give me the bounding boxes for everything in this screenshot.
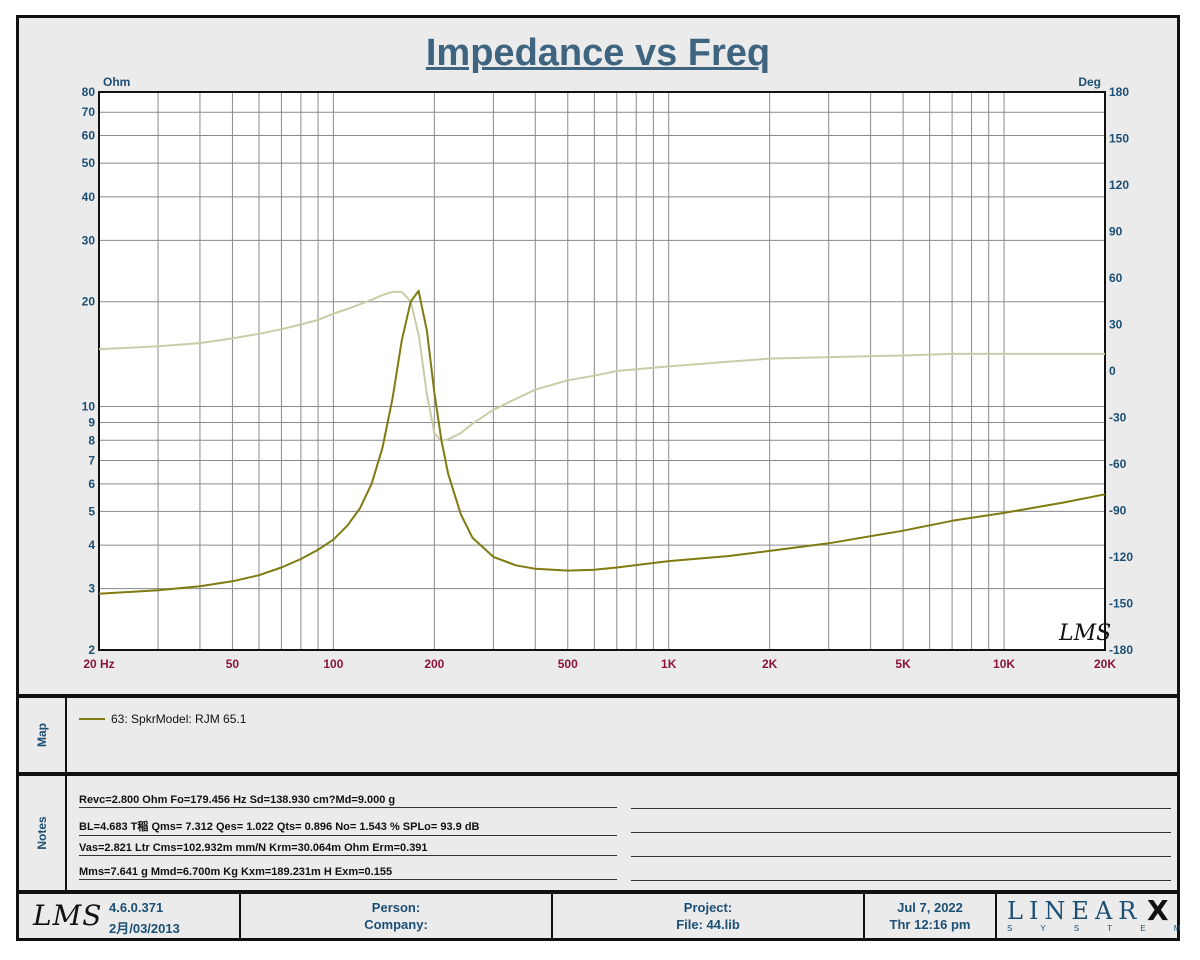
y-right-unit-label: Deg (1078, 75, 1101, 89)
y-right-tick-label: 90 (1109, 225, 1123, 239)
app-logo: LMS (33, 899, 103, 932)
y-left-tick-label: 80 (82, 85, 96, 99)
y-left-unit-label: Ohm (103, 75, 130, 89)
y-left-tick-label: 2 (88, 643, 95, 657)
app-frame: Impedance vs Freq 20 Hz 50 100 200 500 1K 2K 5K… (16, 15, 1200, 941)
impedance-series-line (98, 289, 1106, 595)
plot-area (99, 92, 1105, 650)
footer-project-cell: Project: File: 44.lib (553, 894, 865, 938)
brand-name: LINEAR (1007, 897, 1143, 925)
phase-series-line (98, 290, 1105, 442)
x-tick-label: 2K (762, 657, 778, 671)
footer-person-cell: Person: Company: (241, 894, 553, 938)
brand-x-mark: X (1147, 894, 1169, 927)
x-tick-label: 5K (895, 657, 911, 671)
y-left-tick-label: 60 (82, 129, 96, 143)
map-side-column: Map (19, 698, 67, 772)
map-label: Map (35, 723, 49, 747)
y-left-tick-label: 3 (88, 582, 95, 596)
y-left-tick-label: 50 (82, 156, 96, 170)
brand-subtitle: S Y S T E M S (1007, 924, 1200, 933)
date-text: Jul 7, 2022 (897, 900, 963, 915)
x-tick-label: 10K (993, 657, 1015, 671)
footer-date-cell: Jul 7, 2022 Thr 12:16 pm (865, 894, 997, 938)
y-right-tick-label: -60 (1109, 457, 1127, 471)
y-right-tick-label: -180 (1109, 643, 1133, 657)
y-right-tick-label: -150 (1109, 597, 1133, 611)
note-blank (631, 879, 1171, 881)
legend-swatch (79, 718, 105, 720)
y-right-tick-label: 150 (1109, 132, 1129, 146)
x-tick-label: 500 (558, 657, 578, 671)
legend-label: 63: SpkrModel: RJM 65.1 (111, 712, 247, 726)
divider (19, 890, 1177, 894)
y-right-tick-label: 30 (1109, 318, 1123, 332)
y-right-tick-label: 180 (1109, 85, 1129, 99)
time-text: Thr 12:16 pm (889, 917, 971, 932)
y-right-tick-label: 0 (1109, 364, 1116, 378)
notes-panel: Notes Revc=2.800 Ohm Fo=179.456 Hz Sd=13… (19, 776, 1177, 890)
y-left-tick-label: 4 (88, 538, 95, 552)
y-right-tick-label: -90 (1109, 504, 1127, 518)
plot-panel: Impedance vs Freq 20 Hz 50 100 200 500 1K 2K 5K… (19, 18, 1177, 694)
y-left-tick-label: 7 (88, 454, 95, 468)
note-line-4: Mms=7.641 g Mmd=6.700m Kg Kxm=189.231m H… (79, 866, 617, 880)
y-right-tick-label: -30 (1109, 411, 1127, 425)
y-left-tick-label: 40 (82, 190, 96, 204)
footer-version-cell: LMS 4.6.0.371 2月/03/2013 (19, 894, 241, 938)
note-line-2: BL=4.683 T稲 Qms= 7.312 Qes= 1.022 Qts= 0… (79, 818, 617, 836)
x-tick-label: 1K (661, 657, 677, 671)
y-left-tick-label: 9 (88, 415, 95, 429)
y-right-tick-label: -120 (1109, 550, 1133, 564)
x-tick-label: 20K (1094, 657, 1116, 671)
x-tick-label: 20 Hz (83, 657, 114, 671)
divider (19, 772, 1177, 776)
divider (19, 694, 1177, 698)
map-panel: Map 63: SpkrModel: RJM 65.1 (19, 698, 1177, 772)
notes-side-column: Notes (19, 776, 67, 890)
note-blank (631, 855, 1171, 857)
x-tick-label: 50 (226, 657, 240, 671)
version-text: 4.6.0.371 (109, 900, 164, 915)
y-left-tick-label: 30 (82, 233, 96, 247)
y-left-tick-label: 5 (88, 504, 95, 518)
y-left-tick-label: 10 (82, 400, 96, 414)
legend-entry[interactable]: 63: SpkrModel: RJM 65.1 (79, 712, 246, 726)
note-blank (631, 831, 1171, 833)
project-label: Project: (683, 900, 733, 915)
plot-lms-logo: LMS (1058, 621, 1111, 646)
y-right-tick-label: 120 (1109, 178, 1129, 192)
y-left-tick-label: 6 (88, 477, 95, 491)
brand-logo: LINEAR X S Y S T E M S (997, 894, 1200, 938)
plot-border (98, 91, 1106, 651)
notes-label: Notes (35, 816, 49, 850)
y-left-tick-label: 70 (82, 105, 96, 119)
chart-title: Impedance vs Freq (425, 32, 771, 74)
person-label: Person: (371, 900, 421, 915)
note-line-3: Vas=2.821 Ltr Cms=102.932m mm/N Krm=30.0… (79, 842, 617, 856)
file-label: File: 44.lib (676, 917, 740, 932)
footer: LMS 4.6.0.371 2月/03/2013 Person: Company… (19, 894, 1200, 938)
note-line-1: Revc=2.800 Ohm Fo=179.456 Hz Sd=138.930 … (79, 794, 617, 808)
x-tick-label: 100 (323, 657, 343, 671)
company-label: Company: (364, 917, 428, 932)
build-date-text: 2月/03/2013 (109, 921, 180, 936)
y-right-tick-label: 60 (1109, 271, 1123, 285)
y-left-tick-label: 8 (88, 433, 95, 447)
impedance-chart: 20 Hz 50 100 200 500 1K 2K 5K 10K 20K234567891020… (82, 75, 1134, 671)
x-tick-label: 200 (424, 657, 444, 671)
note-blank (631, 807, 1171, 809)
y-left-tick-label: 20 (82, 295, 96, 309)
